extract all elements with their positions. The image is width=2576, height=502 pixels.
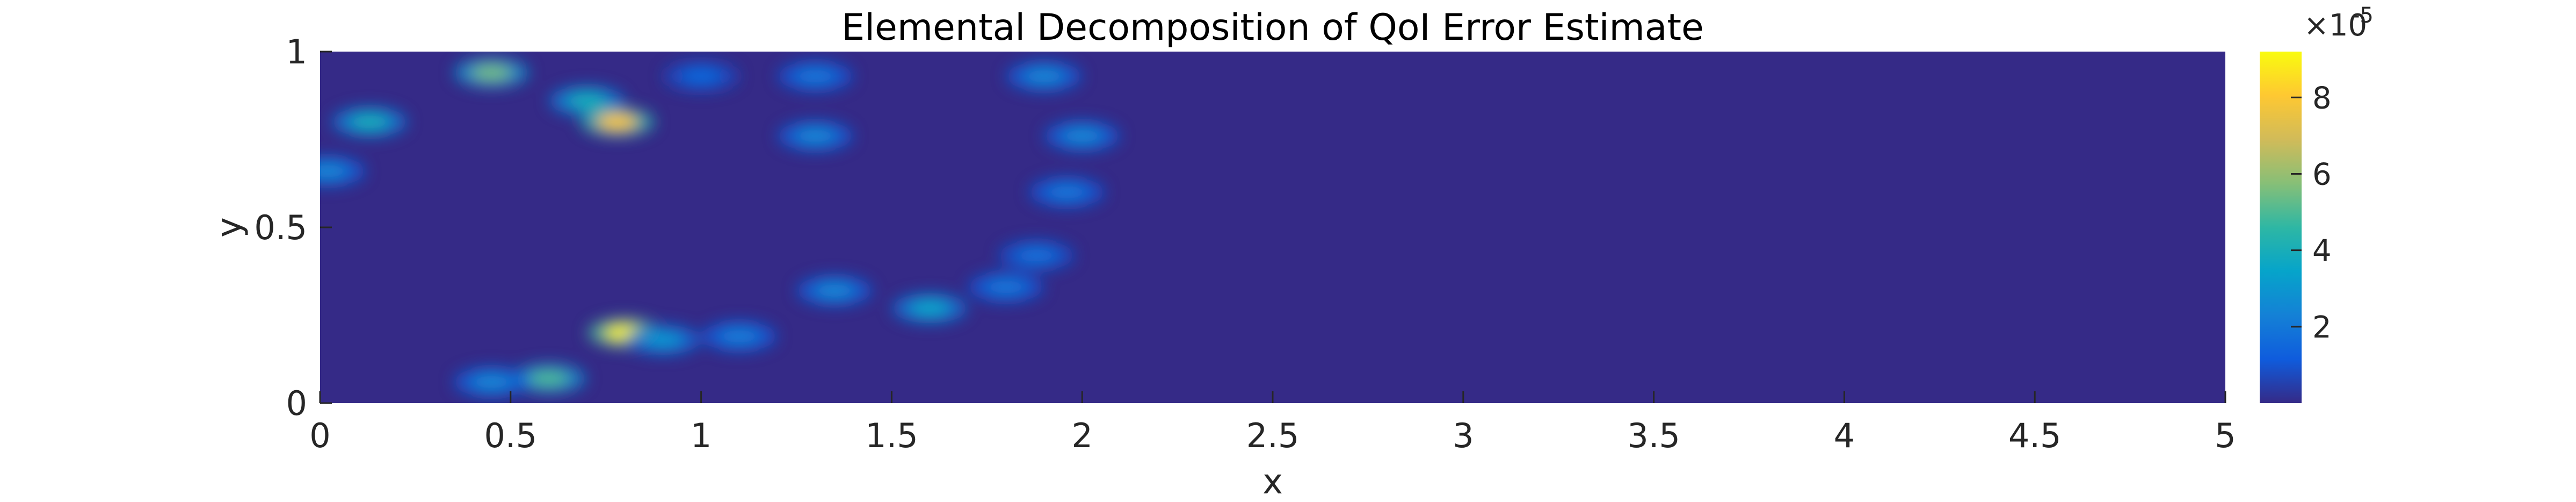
x-axis: 0 0.5 1 1.5 2 2.5 3 3.5 4 4.5 5 bbox=[309, 391, 2236, 455]
hotspot bbox=[985, 278, 1027, 296]
hotspot bbox=[471, 373, 512, 391]
hotspot bbox=[642, 331, 684, 349]
y-tick-label: 0.5 bbox=[254, 208, 307, 247]
x-axis-label: x bbox=[1262, 462, 1283, 502]
colorbar-ticks: 2 4 6 8 bbox=[2291, 81, 2332, 345]
x-tick-label: 3.5 bbox=[1627, 416, 1680, 455]
colorbar-exponent: -5 bbox=[2352, 3, 2374, 28]
x-tick-label: 2 bbox=[1071, 416, 1092, 455]
x-tick-label: 1.5 bbox=[865, 416, 918, 455]
hotspot bbox=[528, 370, 569, 388]
y-axis-label: y bbox=[209, 217, 249, 238]
y-tick-label: 0 bbox=[286, 384, 307, 423]
hotspot bbox=[597, 113, 638, 131]
x-tick-label: 0.5 bbox=[484, 416, 537, 455]
colorbar-tick-label: 6 bbox=[2312, 157, 2332, 192]
x-tick-label: 4 bbox=[1834, 416, 1855, 455]
colorbar-tick-label: 2 bbox=[2312, 310, 2332, 345]
colorbar-exponent-base: ×10 bbox=[2304, 8, 2367, 43]
x-tick-label: 0 bbox=[309, 416, 330, 455]
hotspot-layer bbox=[320, 58, 1120, 397]
hotspot bbox=[814, 282, 855, 299]
y-tick-label: 1 bbox=[286, 32, 307, 71]
y-axis: 00.51 bbox=[254, 32, 332, 423]
x-tick-label: 5 bbox=[2215, 416, 2236, 455]
hotspot bbox=[680, 67, 722, 85]
colorbar bbox=[2260, 52, 2302, 403]
hotspot bbox=[471, 64, 512, 82]
hotspot bbox=[909, 299, 950, 317]
hotspot bbox=[795, 127, 836, 145]
hotspot bbox=[1046, 183, 1087, 201]
hotspot bbox=[320, 162, 349, 180]
x-tick-label: 2.5 bbox=[1246, 416, 1300, 455]
x-tick-label: 1 bbox=[691, 416, 712, 455]
hotspot bbox=[349, 113, 390, 131]
colorbar-tick-label: 4 bbox=[2312, 234, 2332, 269]
hotspot bbox=[1024, 67, 1065, 85]
chart-title: Elemental Decomposition of QoI Error Est… bbox=[841, 6, 1704, 49]
hotspot bbox=[719, 327, 760, 345]
x-tick-label: 4.5 bbox=[2008, 416, 2062, 455]
hotspot bbox=[566, 92, 607, 110]
hotspot bbox=[795, 67, 836, 85]
x-tick-label: 3 bbox=[1453, 416, 1474, 455]
colorbar-tick-label: 8 bbox=[2312, 81, 2332, 116]
hotspot bbox=[1062, 127, 1103, 145]
hotspot bbox=[1016, 247, 1057, 264]
